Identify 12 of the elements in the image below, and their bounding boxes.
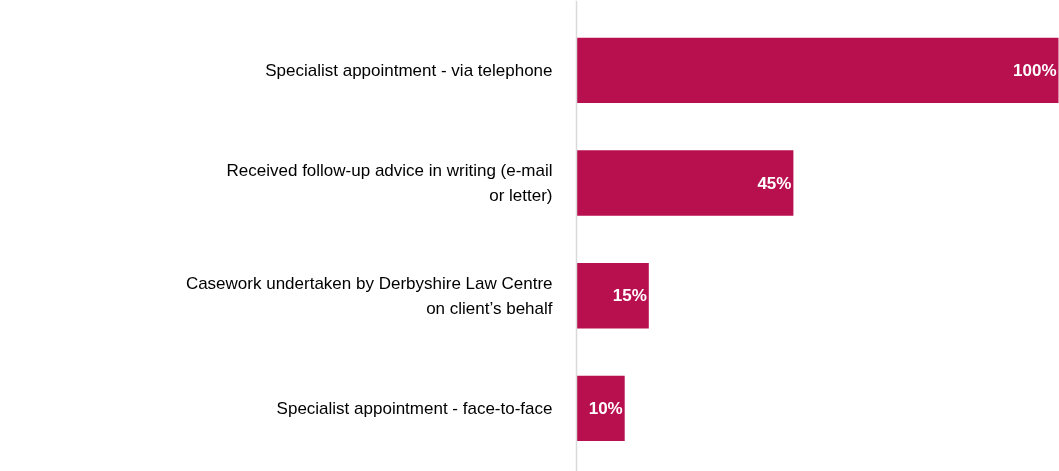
data-label: 100% — [1013, 60, 1057, 80]
bar — [576, 37, 1059, 104]
data-label: 15% — [612, 286, 647, 306]
bar — [576, 375, 625, 442]
y-tick-label: Specialist appointment - face-to-face — [276, 398, 553, 418]
y-tick-label: Received follow-up advice in writing (e-mail or letter) — [226, 161, 553, 205]
y-tick-label: Casework undertaken by Derbyshire Law Centre on client’s behalf — [185, 273, 553, 318]
bar — [576, 263, 649, 329]
y-tick-label: Specialist appointment - via telephone — [265, 60, 553, 80]
data-label: 10% — [588, 398, 623, 418]
data-label: 45% — [757, 173, 792, 193]
bar — [576, 150, 794, 216]
